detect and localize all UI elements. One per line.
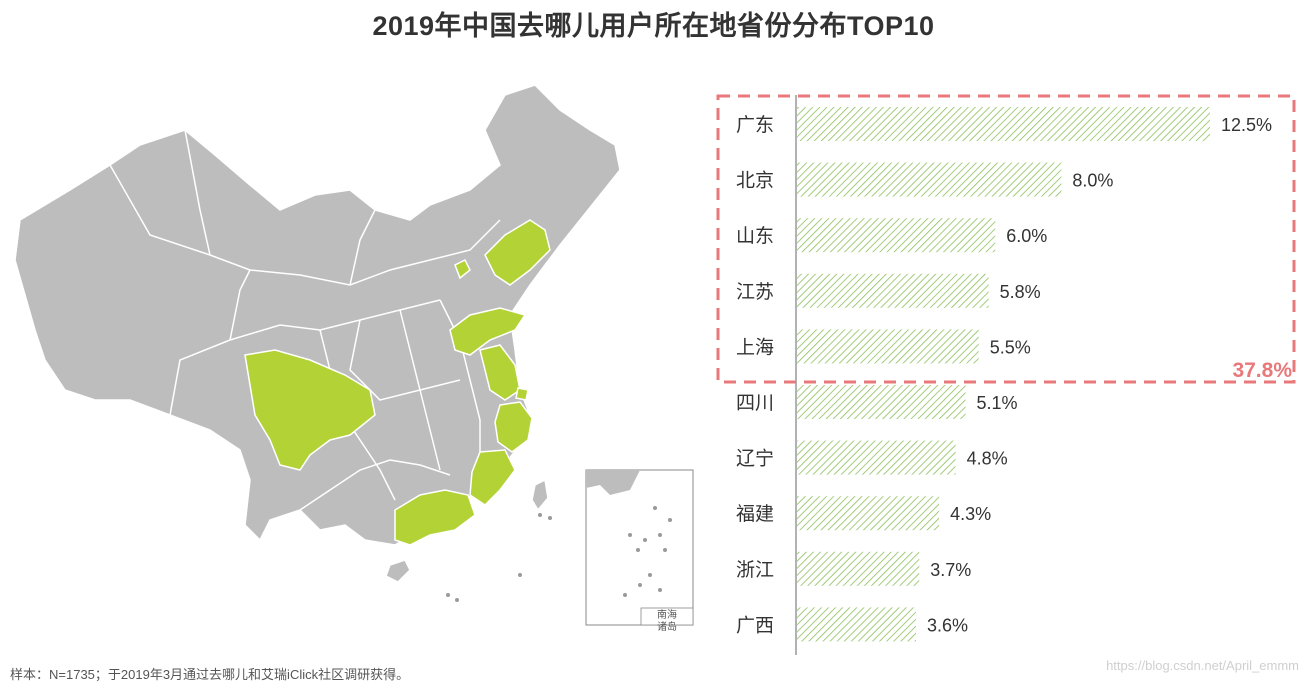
south-china-sea-inset: 南海 诸岛: [585, 469, 694, 633]
category-label-8: 福建: [736, 503, 774, 525]
inset-label-line1: 南海: [657, 608, 677, 621]
bar-4: [797, 273, 989, 308]
top5-total-label: 37.8%: [1232, 359, 1292, 382]
category-label-6: 四川: [736, 393, 774, 414]
chart-title: 2019年中国去哪儿用户所在地省份分布TOP10: [372, 11, 935, 41]
value-label-1: 12.5%: [1221, 115, 1272, 135]
value-label-5: 5.5%: [990, 337, 1031, 357]
category-label-2: 北京: [736, 170, 774, 192]
value-label-10: 3.6%: [927, 615, 968, 635]
value-labels: 12.5% 8.0% 6.0% 5.8% 5.5% 5.1% 4.8% 4.3% 3.7% 3.6…: [927, 115, 1272, 635]
map-fujian: [469, 449, 516, 506]
footnote: 样本：N=1735；于2019年3月通过去哪儿和艾瑞iClick社区调研获得。: [10, 667, 410, 682]
category-label-7: 辽宁: [736, 448, 774, 470]
bar-9: [797, 551, 920, 586]
inset-label-line2: 诸岛: [657, 620, 677, 633]
map-guangdong: [394, 489, 476, 546]
bar-2: [797, 162, 1062, 197]
value-label-4: 5.8%: [1000, 282, 1041, 302]
map-zhejiang: [494, 401, 533, 453]
map-islands: [446, 513, 552, 602]
map-jiangsu: [479, 344, 521, 401]
bars-group: [797, 107, 1210, 642]
bar-6: [797, 385, 966, 419]
bar-8: [797, 496, 940, 531]
bar-3: [797, 218, 996, 253]
value-label-7: 4.8%: [967, 449, 1008, 469]
china-map: 南海 诸岛: [14, 84, 694, 633]
value-label-9: 3.7%: [930, 560, 971, 580]
category-label-9: 浙江: [736, 559, 774, 581]
value-label-6: 5.1%: [977, 393, 1018, 413]
top5-highlight-box: [716, 94, 1296, 384]
bar-1: [797, 107, 1210, 141]
category-label-1: 广东: [736, 114, 774, 136]
category-label-3: 山东: [736, 225, 774, 247]
value-label-3: 6.0%: [1006, 226, 1047, 246]
map-shanghai: [515, 387, 529, 401]
bar-10: [797, 607, 916, 642]
map-sichuan: [244, 349, 376, 471]
map-base-region: [14, 84, 621, 583]
category-label-4: 江苏: [736, 281, 774, 303]
map-liaoning: [484, 219, 551, 286]
category-label-10: 广西: [736, 614, 774, 636]
watermark: https://blog.csdn.net/April_emmm: [1106, 658, 1299, 673]
category-label-5: 上海: [736, 336, 774, 358]
value-label-8: 4.3%: [950, 504, 991, 524]
map-shandong: [449, 307, 527, 356]
bar-5: [797, 329, 979, 364]
bar-7: [797, 440, 956, 475]
value-label-2: 8.0%: [1072, 171, 1113, 191]
map-highlight-provinces: [244, 219, 551, 546]
map-beijing: [454, 258, 471, 280]
